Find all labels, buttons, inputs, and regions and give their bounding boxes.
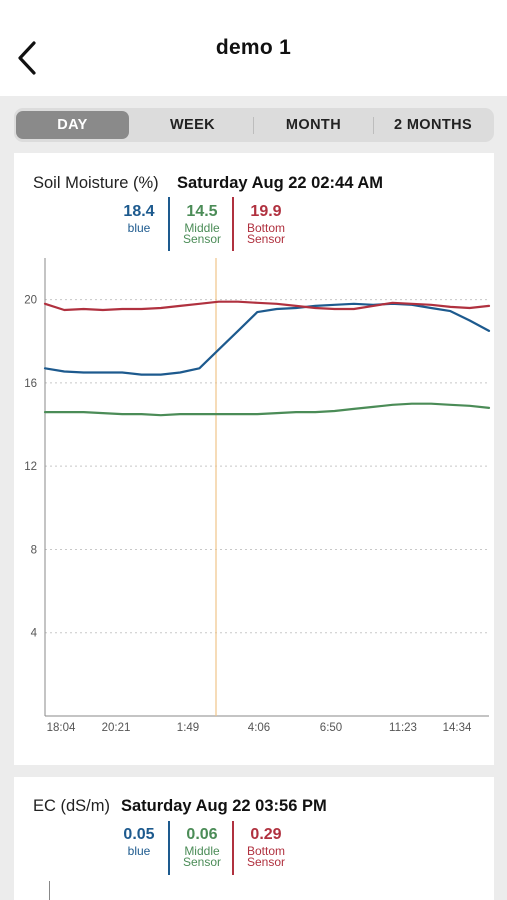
legend-divider [232, 197, 234, 251]
ec-date: Saturday Aug 22 03:56 PM [121, 797, 327, 815]
legend-bottom-label-2: Sensor [246, 232, 286, 246]
y-tick-label: 16 [24, 378, 37, 390]
ec-legend-divider [232, 821, 234, 875]
ec-legend-bottom-label-2: Sensor [246, 855, 286, 869]
legend-blue-label: blue [127, 221, 151, 235]
legend-middle-value: 14.5 [186, 203, 218, 220]
tab-divider [373, 117, 374, 134]
tab-week[interactable]: WEEK [169, 117, 216, 133]
ec-legend-bottom-value: 0.29 [250, 826, 282, 843]
legend-blue: 18.4 blue [112, 203, 166, 234]
soil-moisture-date: Saturday Aug 22 02:44 AM [177, 174, 384, 192]
ec-legend-blue-value: 0.05 [123, 826, 155, 843]
period-segmented-control: DAY WEEK MONTH 2 MONTHS [14, 108, 494, 142]
x-tick-label: 14:34 [443, 722, 472, 734]
legend-blue-value: 18.4 [123, 203, 155, 220]
ec-legend-bottom: 0.29 Bottom Sensor [237, 826, 295, 868]
ec-legend-bottom-label-1: Bottom [246, 844, 285, 858]
ec-legend-middle-label-2: Sensor [182, 855, 222, 869]
ec-legend-middle-value: 0.06 [186, 826, 218, 843]
soil-moisture-card: Soil Moisture (%) Saturday Aug 22 02:44 … [14, 153, 494, 765]
y-tick-label: 12 [24, 461, 37, 473]
ec-legend-divider [168, 821, 170, 875]
soil-moisture-title: Soil Moisture (%) [33, 174, 159, 192]
tab-divider [253, 117, 254, 134]
series-line-2 [43, 300, 491, 312]
ec-legend-blue: 0.05 blue [112, 826, 166, 857]
ec-legend-middle-label-1: Middle [184, 844, 220, 858]
x-tick-label: 18:04 [47, 722, 76, 734]
app-header: demo 1 [0, 0, 507, 96]
legend-divider [168, 197, 170, 251]
ec-legend-middle: 0.06 Middle Sensor [173, 826, 231, 868]
legend-bottom-label-1: Bottom [246, 221, 285, 235]
legend-bottom-value: 19.9 [250, 203, 282, 220]
page-title: demo 1 [215, 36, 292, 59]
x-tick-label: 11:23 [389, 722, 417, 734]
y-tick-label: 4 [31, 628, 38, 640]
ec-title: EC (dS/m) [33, 797, 111, 815]
x-tick-label: 1:49 [177, 722, 199, 734]
y-tick-label: 20 [24, 295, 37, 307]
legend-bottom: 19.9 Bottom Sensor [237, 203, 295, 245]
y-tick-label: 8 [31, 544, 37, 556]
series-line-1 [43, 402, 491, 417]
tab-2-months[interactable]: 2 MONTHS [393, 117, 473, 133]
x-tick-label: 6:50 [320, 722, 342, 734]
ec-chart-axis [49, 881, 50, 900]
legend-middle: 14.5 Middle Sensor [173, 203, 231, 245]
x-tick-label: 4:06 [248, 722, 270, 734]
series-line-0 [43, 302, 491, 376]
legend-middle-label-1: Middle [184, 221, 220, 235]
x-tick-label: 20:21 [102, 722, 131, 734]
ec-card: EC (dS/m) Saturday Aug 22 03:56 PM 0.05 … [14, 777, 494, 900]
back-chevron-icon[interactable] [14, 38, 44, 78]
legend-middle-label-2: Sensor [182, 232, 222, 246]
tab-month[interactable]: MONTH [285, 117, 342, 133]
tab-day[interactable]: DAY [16, 111, 129, 139]
ec-legend-blue-label: blue [127, 844, 151, 858]
